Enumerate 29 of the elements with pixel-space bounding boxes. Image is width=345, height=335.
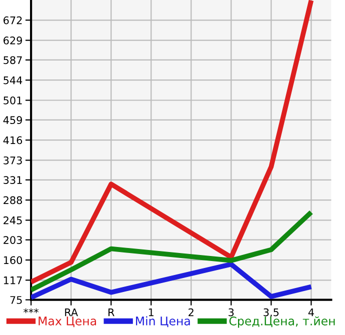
y-tick-label: 373 [4, 156, 22, 164]
legend-label: Max Цена [38, 316, 96, 328]
y-tick-label: 587 [4, 56, 22, 64]
x-tick-label: RA [65, 308, 78, 316]
x-tick-label: 3,5 [264, 308, 279, 318]
y-tick-label: 203 [4, 236, 22, 244]
x-tick-label: 3 [228, 308, 234, 316]
line-series [31, 210, 314, 292]
y-tick-label: 629 [4, 36, 22, 44]
legend-label: Сред.Цена, т.йен [229, 316, 335, 328]
y-tick-label: 331 [4, 176, 22, 184]
y-tick-label: 416 [3, 136, 22, 144]
y-tick-label: 75 [10, 296, 22, 304]
y-tick-label: 245 [4, 216, 22, 224]
legend-label: Min Цена [136, 316, 190, 328]
x-tick-label: R [108, 308, 114, 316]
line-series [31, 0, 314, 284]
line-series [31, 262, 314, 300]
x-tick-label: *** [24, 308, 39, 314]
y-tick-label: 160 [4, 256, 22, 264]
y-tick-label: 501 [4, 96, 22, 104]
y-tick-label: 544 [4, 76, 22, 84]
y-tick-label: 459 [3, 116, 22, 124]
y-tick-label: 117 [4, 276, 22, 284]
x-tick-label: 2 [188, 308, 194, 316]
y-tick-label: 672 [4, 16, 22, 24]
x-tick-label: 1 [148, 308, 154, 316]
y-tick-label: 288 [4, 196, 22, 204]
x-tick-label: 4 [308, 308, 314, 316]
